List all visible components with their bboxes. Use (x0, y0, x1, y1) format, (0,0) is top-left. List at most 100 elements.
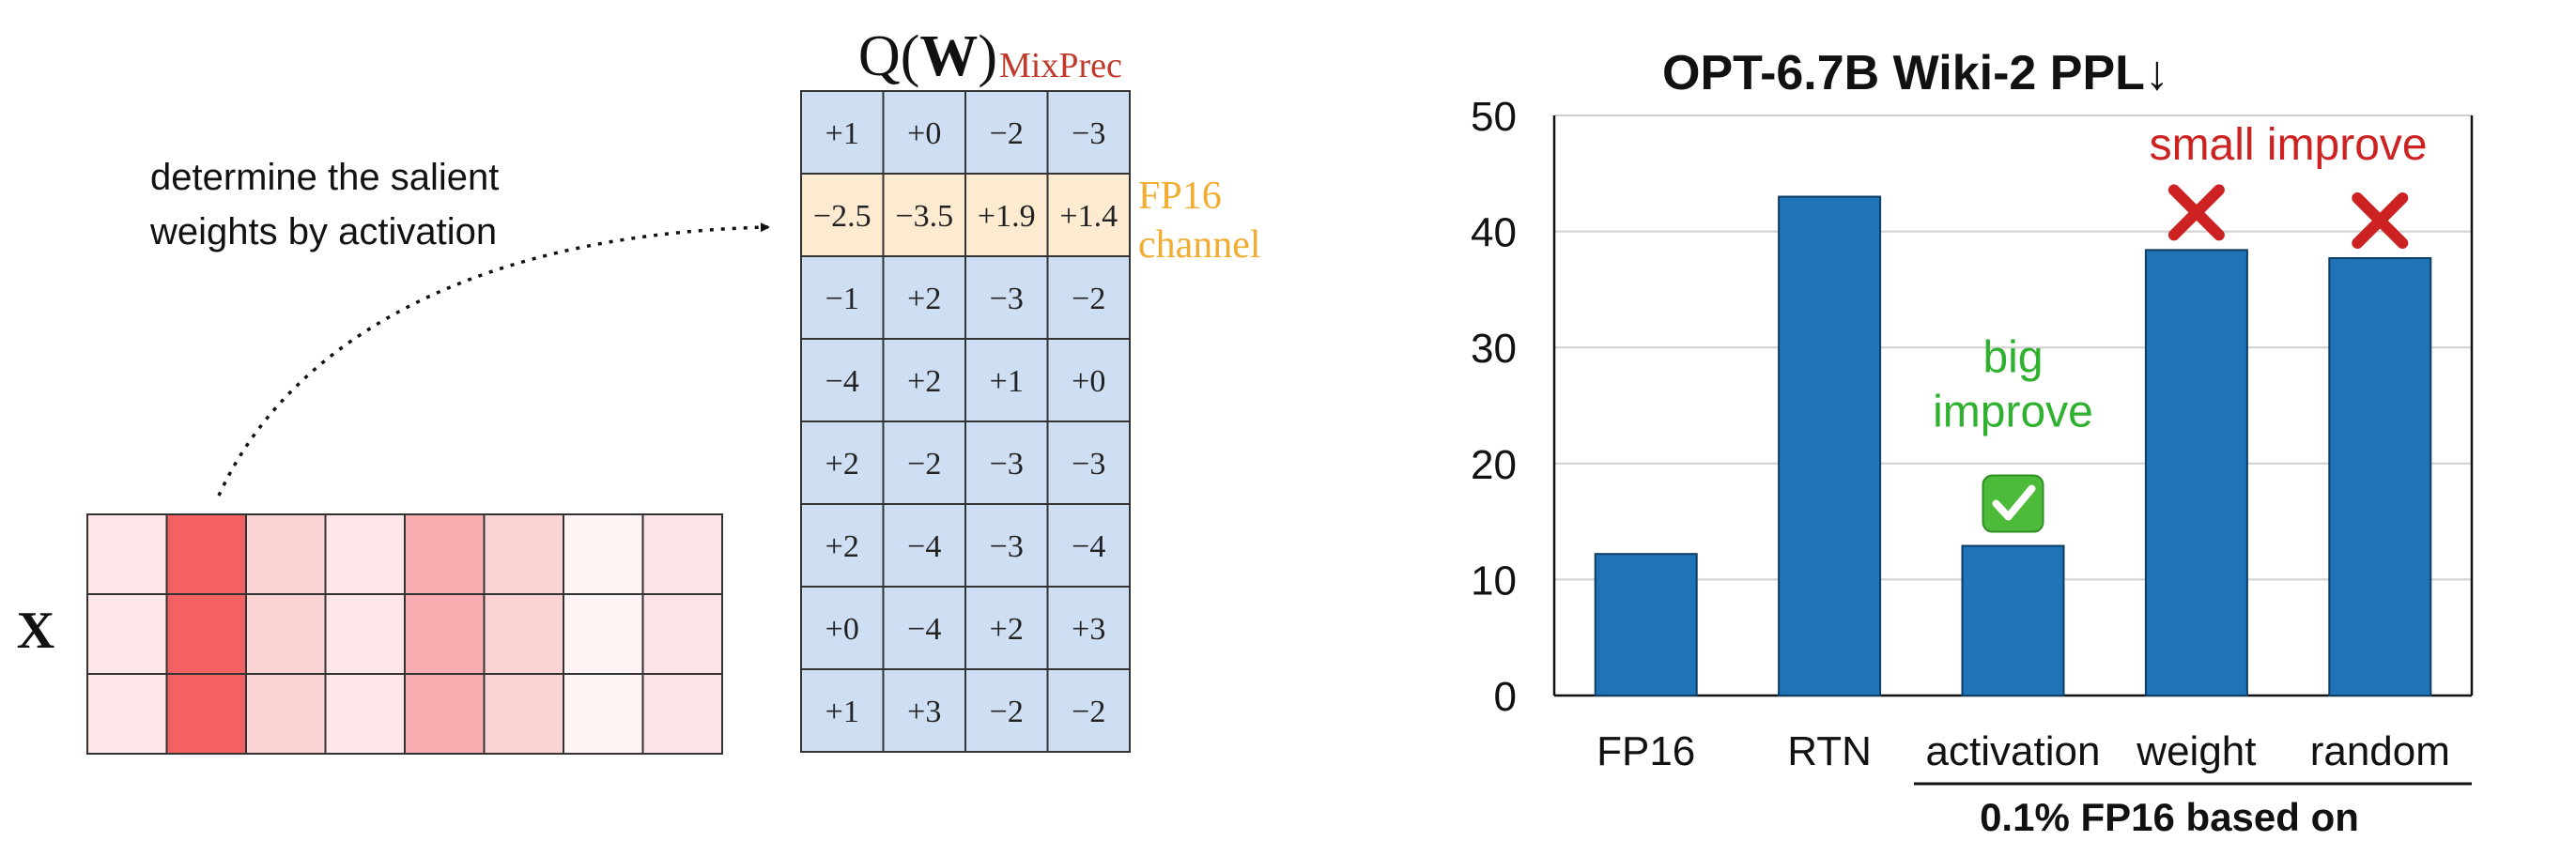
salient-arrow (217, 222, 770, 497)
chart-x-ticks: FP16 RTN activation weight random (1597, 728, 2450, 774)
matrix-cell (964, 586, 1049, 670)
activation-cell (245, 513, 327, 595)
activation-cell (563, 593, 644, 675)
matrix-cell-value: −3 (990, 282, 1024, 316)
matrix-cell (1046, 420, 1131, 505)
activation-cell (86, 513, 168, 595)
matrix-cell (1046, 90, 1131, 175)
bar-fp16 (1594, 553, 1698, 697)
y-tick-label: 10 (1471, 558, 1517, 604)
matrix-cell-value: −4 (825, 364, 859, 399)
check-mark-glyph (1992, 484, 2036, 521)
chart-bars (1594, 195, 2432, 697)
bar-activation (1961, 544, 2065, 697)
matrix-title-q: Q( (858, 24, 919, 88)
matrix-title: Q(W) (858, 24, 997, 88)
activation-cell (563, 513, 644, 595)
activation-cell (245, 593, 327, 675)
y-tick-label: 40 (1471, 210, 1517, 256)
matrix-cell (1046, 668, 1131, 753)
matrix-cell (1046, 503, 1131, 588)
activation-grid (86, 513, 723, 755)
matrix-cell (882, 255, 966, 340)
matrix-cell-value: −3 (1072, 447, 1105, 482)
matrix-cell (1046, 338, 1131, 422)
x-tick-label: FP16 (1597, 728, 1695, 774)
annotation-line-1: determine the salient (150, 157, 499, 198)
group-label: 0.1% FP16 based on (1980, 795, 2359, 839)
matrix-cell (800, 90, 885, 175)
matrix-title-close: ) (978, 24, 997, 88)
matrix-cell-value: −2 (1072, 695, 1105, 729)
fp16-matrix-cell (882, 173, 966, 257)
matrix-cell (1046, 255, 1131, 340)
matrix-cell (1046, 586, 1131, 670)
chart-title: OPT-6.7B Wiki-2 PPL↓ (1662, 46, 2169, 100)
x-tick-label: weight (2136, 728, 2256, 774)
activation-cell (86, 593, 168, 675)
activation-cell (404, 593, 486, 675)
matrix-title-sub: MixPrec (999, 46, 1122, 85)
ppl-bar-chart: OPT-6.7B Wiki-2 PPL↓ 0 10 20 30 40 50 FP16 RTN… (1471, 46, 2474, 839)
matrix-cell-value: +0 (1072, 364, 1105, 399)
activation-cell (165, 593, 247, 675)
y-tick-label: 50 (1471, 94, 1517, 140)
annotation-line-2: weights by activation (149, 211, 497, 252)
y-tick-label: 20 (1471, 442, 1517, 488)
annotation-text: improve (1933, 388, 2093, 437)
activation-cell (483, 593, 564, 675)
matrix-cell-value: −3.5 (895, 199, 953, 234)
chart-y-ticks: 0 10 20 30 40 50 (1471, 94, 1517, 720)
activation-cell (563, 673, 644, 755)
matrix-cell-value: −2 (990, 695, 1024, 729)
cross-mark-icon (2167, 184, 2225, 241)
x-tick-label: activation (1926, 728, 2101, 774)
bar-weight (2144, 249, 2248, 696)
matrix-cell-value: −3 (990, 529, 1024, 564)
matrix-cell-value: +3 (907, 695, 941, 729)
x-label: X (17, 602, 54, 660)
matrix-cell (964, 420, 1049, 505)
matrix-cell-value: +2 (907, 364, 941, 399)
activation-cell (641, 593, 723, 675)
matrix-cell-value: +2 (825, 529, 859, 564)
activation-cell (324, 513, 406, 595)
matrix-cell-value: +1.9 (978, 199, 1036, 234)
activation-cell (404, 673, 486, 755)
matrix-cell (800, 668, 885, 753)
matrix-cell-value: −2 (1072, 282, 1105, 316)
activation-cell (324, 673, 406, 755)
weight-matrix-panel: Q(W) MixPrec +1 +0 −2 −3 −2.5 −3.5 +1.9 +1.4 −1 +… (800, 24, 1261, 753)
matrix-cell-value: −4 (907, 529, 941, 564)
activation-cell (404, 513, 486, 595)
matrix-cell-value: −2 (907, 447, 941, 482)
matrix-cell-value: −4 (1072, 529, 1105, 564)
fp16-channel-label-1: FP16 (1138, 175, 1222, 218)
matrix-cell-value: +1.4 (1059, 199, 1118, 234)
matrix-cell-value: +2 (825, 447, 859, 482)
matrix-cell (800, 420, 885, 505)
chart-annotations: big improve small improve (1933, 120, 2428, 533)
matrix-cell-value: +2 (907, 282, 941, 316)
annotation-text: big (1982, 333, 2043, 383)
matrix-cell (964, 503, 1049, 588)
bar-random (2328, 257, 2432, 696)
matrix-cell-value: +1 (825, 695, 859, 729)
matrix-cell-value: +2 (990, 612, 1024, 647)
matrix-cell-value: −2.5 (813, 199, 872, 234)
matrix-cell-value: −1 (825, 282, 859, 316)
activation-panel: X determine the salient weights by activ… (17, 157, 770, 755)
x-tick-label: RTN (1787, 728, 1872, 774)
check-mark-icon (1982, 474, 2044, 533)
matrix-cell-value: −4 (907, 612, 941, 647)
weight-matrix-grid: +1 +0 −2 −3 −2.5 −3.5 +1.9 +1.4 −1 +2 −3 −2 −4 +2 +1 +0… (800, 90, 1131, 753)
activation-cell (165, 513, 247, 595)
x-tick-label: random (2310, 728, 2450, 774)
matrix-cell-value: +1 (990, 364, 1024, 399)
matrix-cell (964, 668, 1049, 753)
activation-cell (483, 513, 564, 595)
activation-cell (641, 673, 723, 755)
activation-cell (86, 673, 168, 755)
